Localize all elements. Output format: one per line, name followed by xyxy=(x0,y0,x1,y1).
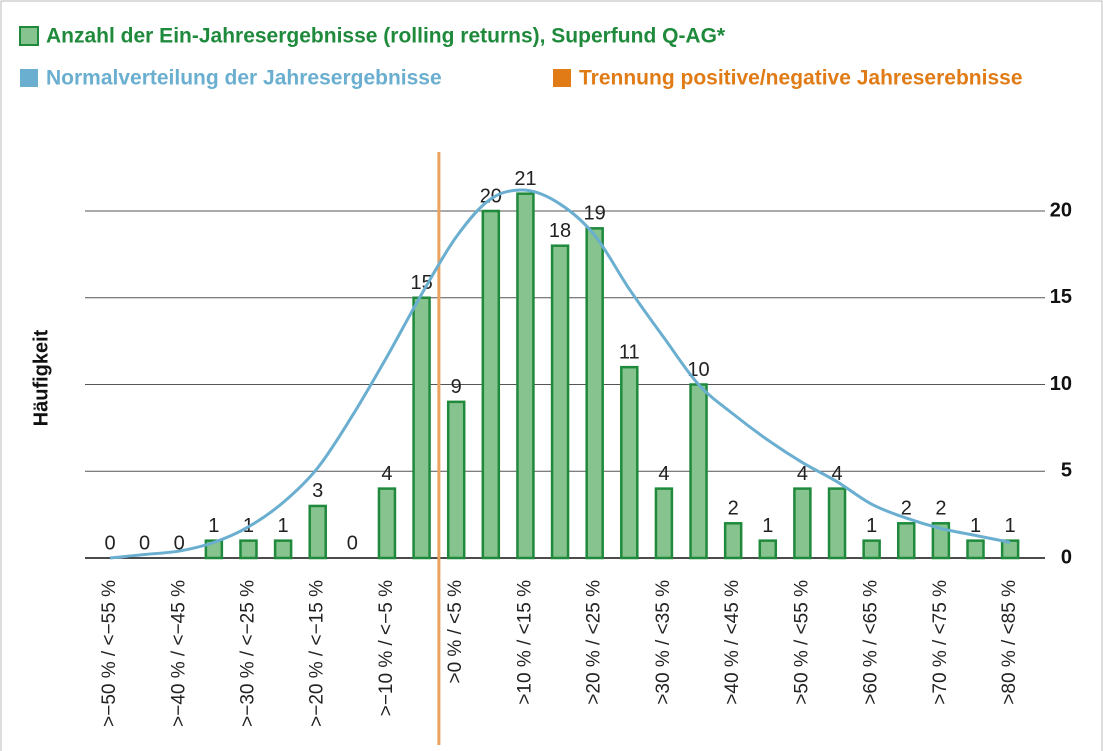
bar xyxy=(308,504,327,560)
y-tick-label: 20 xyxy=(1050,199,1072,221)
y-axis-label: Häufigkeit xyxy=(30,329,52,426)
legend-swatch xyxy=(553,69,571,87)
value-label: 19 xyxy=(584,203,606,225)
bar xyxy=(862,539,881,560)
y-tick-label: 10 xyxy=(1050,373,1072,395)
bar xyxy=(793,487,812,560)
legend-label: Anzahl der Ein-Jahresergebnisse (rolling… xyxy=(46,25,726,48)
bar xyxy=(239,539,258,560)
x-tick-label: >80 % / <85 % xyxy=(999,580,1020,705)
x-tick-label: >−50 % / <−55 % xyxy=(99,580,120,727)
value-label: 1 xyxy=(1005,515,1016,537)
bar xyxy=(481,209,501,560)
y-tick-label: 5 xyxy=(1061,460,1072,482)
value-label: 1 xyxy=(208,515,219,537)
value-label: 1 xyxy=(762,515,773,537)
x-tick-label: >50 % / <55 % xyxy=(791,580,812,705)
legend-swatch xyxy=(20,69,38,87)
bar xyxy=(689,383,708,560)
value-label: 2 xyxy=(728,498,739,520)
normal-curve xyxy=(109,188,1011,560)
y-tick-label: 15 xyxy=(1050,286,1072,308)
value-label: 1 xyxy=(866,515,877,537)
value-label: 0 xyxy=(139,532,150,554)
bar xyxy=(654,487,674,560)
value-label: 1 xyxy=(970,515,981,537)
x-tick-label: >0 % / <5 % xyxy=(445,580,466,684)
bar xyxy=(273,539,293,560)
value-label: 9 xyxy=(451,376,462,398)
bar xyxy=(827,487,847,560)
bar xyxy=(931,522,951,560)
x-tick-label: >−20 % / <−15 % xyxy=(307,580,328,727)
value-label: 15 xyxy=(410,272,432,294)
bar xyxy=(1000,539,1020,560)
value-label: 1 xyxy=(278,515,289,537)
value-label: 2 xyxy=(901,498,912,520)
x-tick-label: >30 % / <35 % xyxy=(653,580,674,705)
value-label: 4 xyxy=(797,463,808,485)
bar xyxy=(758,539,778,560)
bar xyxy=(446,400,466,560)
x-tick-label: >−30 % / <−25 % xyxy=(237,580,258,727)
value-label: 11 xyxy=(619,341,640,363)
value-label: 4 xyxy=(381,463,392,485)
value-label: 4 xyxy=(831,463,842,485)
y-tick-label: 0 xyxy=(1061,546,1072,568)
value-label: 21 xyxy=(514,168,536,190)
legend-swatch xyxy=(19,26,39,46)
value-label: 4 xyxy=(658,463,669,485)
x-tick-label: >10 % / <15 % xyxy=(514,580,535,705)
bar xyxy=(377,487,397,560)
value-label: 0 xyxy=(174,532,185,554)
bar xyxy=(412,296,431,560)
value-label: 0 xyxy=(104,532,115,554)
x-tick-label: >40 % / <45 % xyxy=(722,580,743,705)
bar xyxy=(966,539,985,560)
legend-label: Normalverteilung der Jahresergebnisse xyxy=(46,67,442,90)
x-tick-label: >−40 % / <−45 % xyxy=(168,580,189,727)
bar xyxy=(897,522,916,560)
value-label: 0 xyxy=(347,532,358,554)
value-label: 10 xyxy=(687,359,709,381)
x-tick-label: >20 % / <25 % xyxy=(584,580,605,705)
x-tick-label: >70 % / <75 % xyxy=(930,580,951,705)
x-tick-label: >60 % / <65 % xyxy=(861,580,882,705)
bar xyxy=(620,365,639,560)
bar xyxy=(516,192,535,560)
value-label: 18 xyxy=(549,220,571,242)
x-tick-label: >−10 % / <−5 % xyxy=(376,580,397,716)
bar xyxy=(723,522,743,560)
legend-label: Trennung positive/negative Jahreserebnis… xyxy=(579,67,1023,90)
bar xyxy=(550,244,570,560)
value-label: 2 xyxy=(935,498,946,520)
bar xyxy=(585,227,604,560)
value-label: 3 xyxy=(312,480,323,502)
